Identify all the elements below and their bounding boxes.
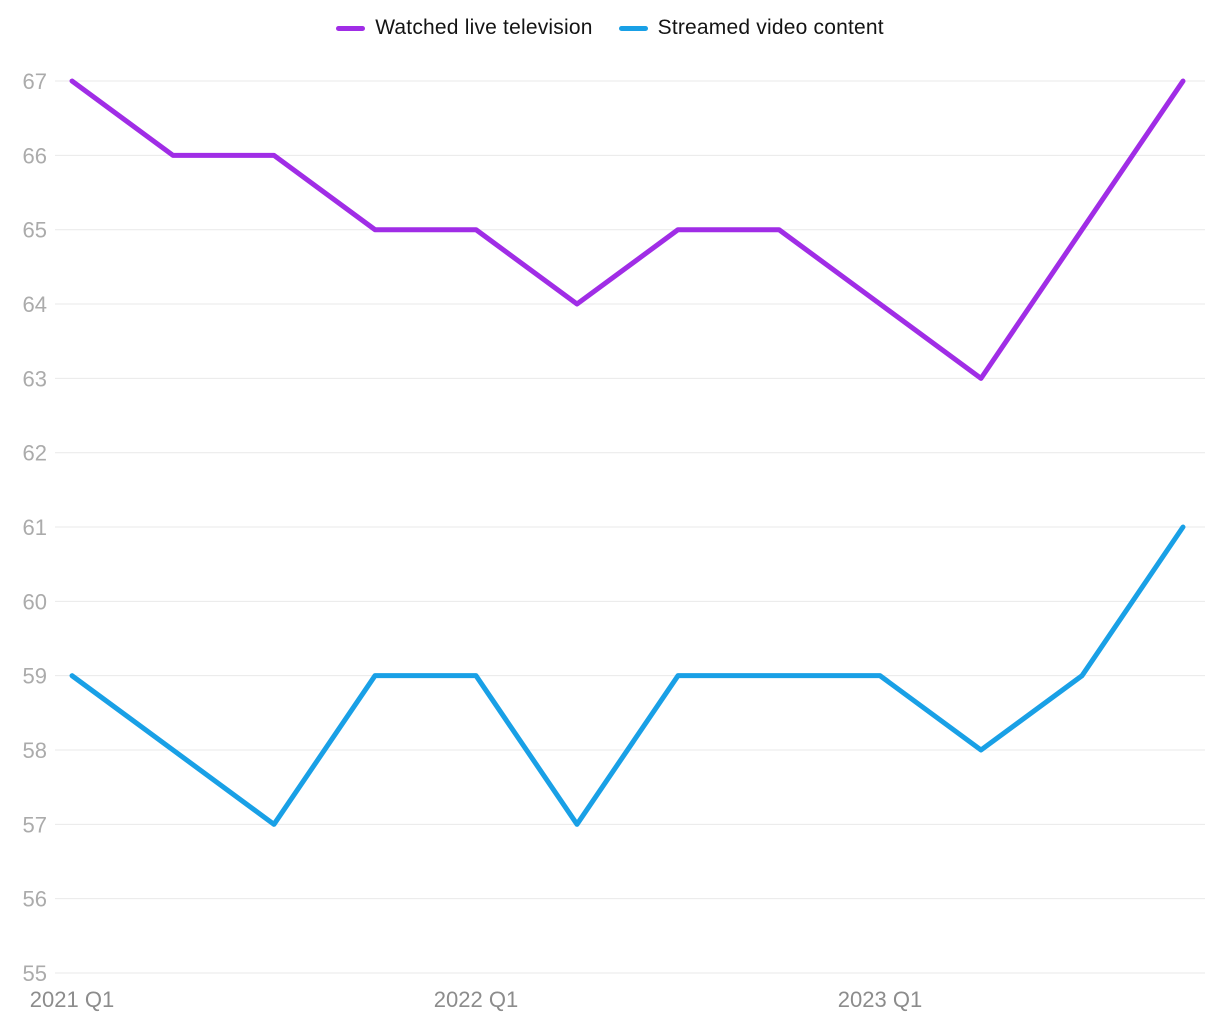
legend-label-watched-live-television: Watched live television <box>375 16 593 39</box>
y-tick-label-63: 63 <box>23 366 47 391</box>
chart-legend: Watched live television Streamed video c… <box>0 16 1220 40</box>
y-tick-label-60: 60 <box>23 589 47 614</box>
y-tick-label-58: 58 <box>23 738 47 763</box>
y-tick-label-57: 57 <box>23 812 47 837</box>
y-tick-label-62: 62 <box>23 441 47 466</box>
x-tick-label-2022-q1: 2022 Q1 <box>434 987 518 1012</box>
y-tick-label-56: 56 <box>23 887 47 912</box>
legend-item-streamed-video-content: Streamed video content <box>618 16 884 40</box>
series-line-streamed-video-content <box>69 524 1186 827</box>
y-tick-label-61: 61 <box>23 515 47 540</box>
legend-label-streamed-video-content: Streamed video content <box>657 16 884 39</box>
y-tick-label-59: 59 <box>23 664 47 689</box>
x-tick-label-2021-q1: 2021 Q1 <box>30 987 114 1012</box>
y-tick-label-64: 64 <box>23 292 47 317</box>
x-tick-label-2023-q1: 2023 Q1 <box>838 987 922 1012</box>
y-tick-label-65: 65 <box>23 218 47 243</box>
legend-item-watched-live-television: Watched live television <box>336 16 592 40</box>
legend-swatch-watched-live-television <box>336 25 366 31</box>
series-line-watched-live-television <box>69 78 1186 381</box>
y-tick-label-55: 55 <box>23 961 47 986</box>
y-tick-label-67: 67 <box>23 69 47 94</box>
legend-swatch-streamed-video-content <box>618 25 648 31</box>
y-tick-label-66: 66 <box>23 143 47 168</box>
